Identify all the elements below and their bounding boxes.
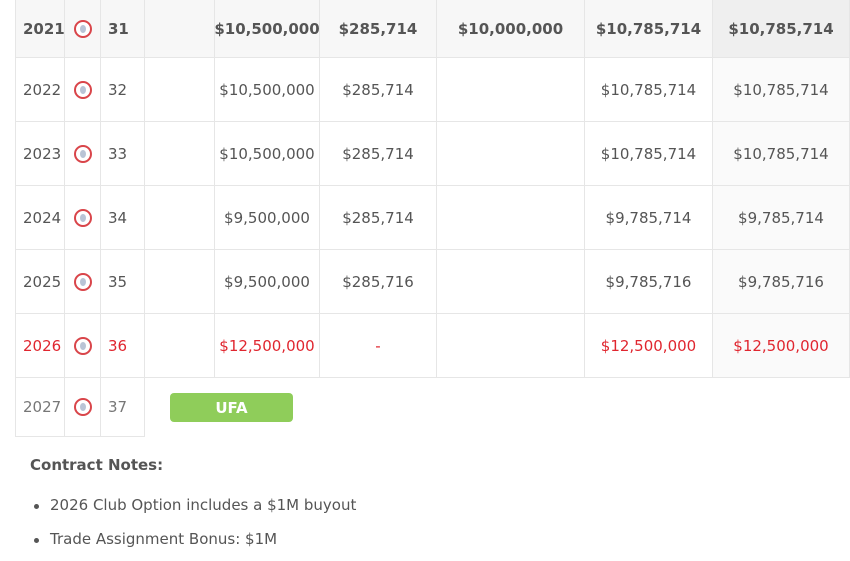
note-item: 2026 Club Option includes a $1M buyout (33, 496, 357, 514)
cell-base: $9,500,000 (215, 186, 320, 250)
cell-signing: $285,714 (320, 0, 437, 58)
cell-year: 2026 (15, 314, 65, 378)
cell-base: $9,500,000 (215, 250, 320, 314)
cell-total: $10,785,714 (585, 0, 713, 58)
cell (145, 122, 215, 186)
cell (145, 58, 215, 122)
cell-logo (65, 378, 101, 437)
cell-cash: $12,500,000 (713, 314, 850, 378)
team-logo (73, 208, 92, 227)
cell-total: $10,785,714 (585, 58, 713, 122)
cell-signing: - (320, 314, 437, 378)
cell-age: 36 (101, 314, 145, 378)
team-logo (73, 144, 92, 163)
cell-year: 2021 (15, 0, 65, 58)
cell-logo (65, 314, 101, 378)
cell-cash: $9,785,716 (713, 250, 850, 314)
cell-signing: $285,714 (320, 58, 437, 122)
cell-cash: $10,785,714 (713, 58, 850, 122)
notes-title: Contract Notes: (30, 456, 164, 474)
status-badge: UFA (170, 393, 293, 422)
cell-cash: $10,785,714 (713, 122, 850, 186)
cell-logo (65, 186, 101, 250)
cell-logo (65, 250, 101, 314)
cell (145, 186, 215, 250)
note-item: Trade Assignment Bonus: $1M (33, 530, 278, 548)
cell-cash: $9,785,714 (713, 186, 850, 250)
team-logo (73, 336, 92, 355)
cell-year: 2024 (15, 186, 65, 250)
cell-year: 2022 (15, 58, 65, 122)
cell-option (437, 314, 585, 378)
cell-base: $10,500,000 (215, 58, 320, 122)
cell-year: 2027 (15, 378, 65, 437)
cell-option (437, 250, 585, 314)
cell-age: 31 (101, 0, 145, 58)
cell-age: 35 (101, 250, 145, 314)
cell-logo (65, 122, 101, 186)
team-logo (73, 398, 92, 416)
team-logo (73, 272, 92, 291)
cell-option (437, 122, 585, 186)
cell-base: $10,500,000 (214, 0, 320, 58)
cell-cash: $10,785,714 (713, 0, 850, 58)
cell-option: $10,000,000 (437, 0, 585, 58)
cell-year: 2025 (15, 250, 65, 314)
cell-signing: $285,714 (320, 122, 437, 186)
cell-option (437, 58, 585, 122)
team-logo (73, 80, 92, 99)
cell-total: $12,500,000 (585, 314, 713, 378)
cell-base: $12,500,000 (215, 314, 320, 378)
cell-age: 33 (101, 122, 145, 186)
cell-age: 32 (101, 58, 145, 122)
cell-age: 34 (101, 186, 145, 250)
cell (145, 0, 215, 58)
cell (145, 314, 215, 378)
cell-total: $9,785,714 (585, 186, 713, 250)
cell-age: 37 (101, 378, 145, 437)
cell-logo (65, 58, 101, 122)
cell-year: 2023 (15, 122, 65, 186)
cell-total: $10,785,714 (585, 122, 713, 186)
cell-base: $10,500,000 (215, 122, 320, 186)
cell-total: $9,785,716 (585, 250, 713, 314)
cell-option (437, 186, 585, 250)
cell-signing: $285,716 (320, 250, 437, 314)
team-logo (73, 19, 92, 38)
cell-signing: $285,714 (320, 186, 437, 250)
cell-logo (65, 0, 101, 58)
cell (145, 250, 215, 314)
